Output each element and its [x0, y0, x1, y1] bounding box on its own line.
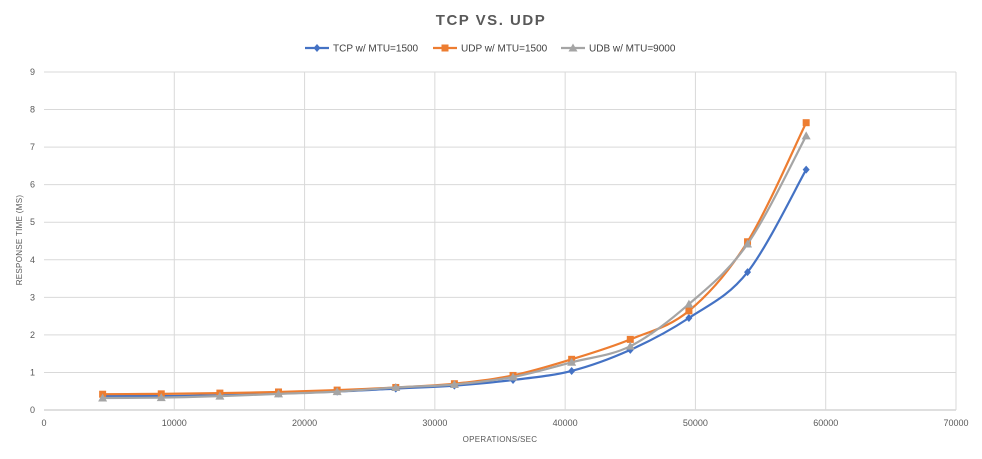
- y-tick-label: 1: [30, 367, 35, 377]
- y-tick-label: 0: [30, 405, 35, 415]
- y-axis-label: RESPONSE TIME (MS): [15, 195, 24, 286]
- data-point: [156, 393, 166, 402]
- data-point: [274, 389, 284, 398]
- data-point: [567, 357, 577, 366]
- gridlines: [44, 71, 957, 411]
- data-point: [332, 387, 342, 396]
- x-tick-label: 20000: [292, 418, 317, 428]
- data-point: [801, 131, 811, 140]
- x-tick-label: 50000: [683, 418, 708, 428]
- data-point: [98, 393, 108, 402]
- x-tick-label: 70000: [943, 418, 968, 428]
- data-point: [625, 341, 635, 350]
- legend: TCP w/ MTU=1500 UDP w/ MTU=1500 UDB w/ MTU…: [305, 43, 676, 55]
- data-point: [685, 313, 693, 322]
- data-point: [802, 119, 810, 127]
- data-point: [215, 391, 225, 400]
- x-tick-label: 30000: [422, 418, 447, 428]
- legend-item: UDB w/ MTU=9000: [561, 43, 676, 55]
- legend-marker: [313, 44, 321, 52]
- data-point: [685, 307, 693, 315]
- x-tick-label: 60000: [813, 418, 838, 428]
- data-point: [743, 239, 753, 248]
- legend-label: TCP w/ MTU=1500: [333, 44, 419, 55]
- legend-label: UDP w/ MTU=1500: [461, 44, 548, 55]
- series-3: [98, 131, 811, 402]
- legend-marker: [568, 43, 578, 52]
- y-tick-label: 9: [30, 67, 35, 77]
- legend-item: TCP w/ MTU=1500: [305, 44, 419, 55]
- series-line: [102, 135, 808, 400]
- data-point: [568, 366, 576, 375]
- series-group: [98, 119, 811, 402]
- series-2: [99, 119, 810, 398]
- y-tick-label: 4: [30, 255, 35, 265]
- legend-item: UDP w/ MTU=1500: [433, 44, 548, 55]
- x-tick-label: 0: [41, 418, 46, 428]
- x-axis: 0 10000 20000 30000 40000 50000 60000 70000: [41, 418, 968, 428]
- x-axis-label: OPERATIONS/SEC: [463, 435, 538, 444]
- data-point: [391, 382, 401, 391]
- y-tick-label: 8: [30, 105, 35, 115]
- series-line: [102, 122, 808, 396]
- x-tick-label: 40000: [553, 418, 578, 428]
- series-1: [99, 165, 810, 401]
- data-point: [626, 335, 634, 343]
- chart-title: TCP VS. UDP: [436, 12, 546, 29]
- series-line: [102, 169, 808, 398]
- data-point: [802, 165, 810, 174]
- y-tick-label: 5: [30, 217, 35, 227]
- x-tick-label: 10000: [162, 418, 187, 428]
- legend-label: UDB w/ MTU=9000: [589, 44, 676, 55]
- data-point: [449, 379, 459, 388]
- data-point: [744, 268, 752, 277]
- y-tick-label: 3: [30, 292, 35, 302]
- data-point: [508, 372, 518, 381]
- legend-marker: [441, 44, 449, 52]
- y-tick-label: 6: [30, 180, 35, 190]
- data-point: [684, 299, 694, 308]
- y-tick-label: 7: [30, 142, 35, 152]
- y-tick-label: 2: [30, 330, 35, 340]
- y-axis: 0 1 2 3 4 5 6 7 8 9: [30, 67, 35, 415]
